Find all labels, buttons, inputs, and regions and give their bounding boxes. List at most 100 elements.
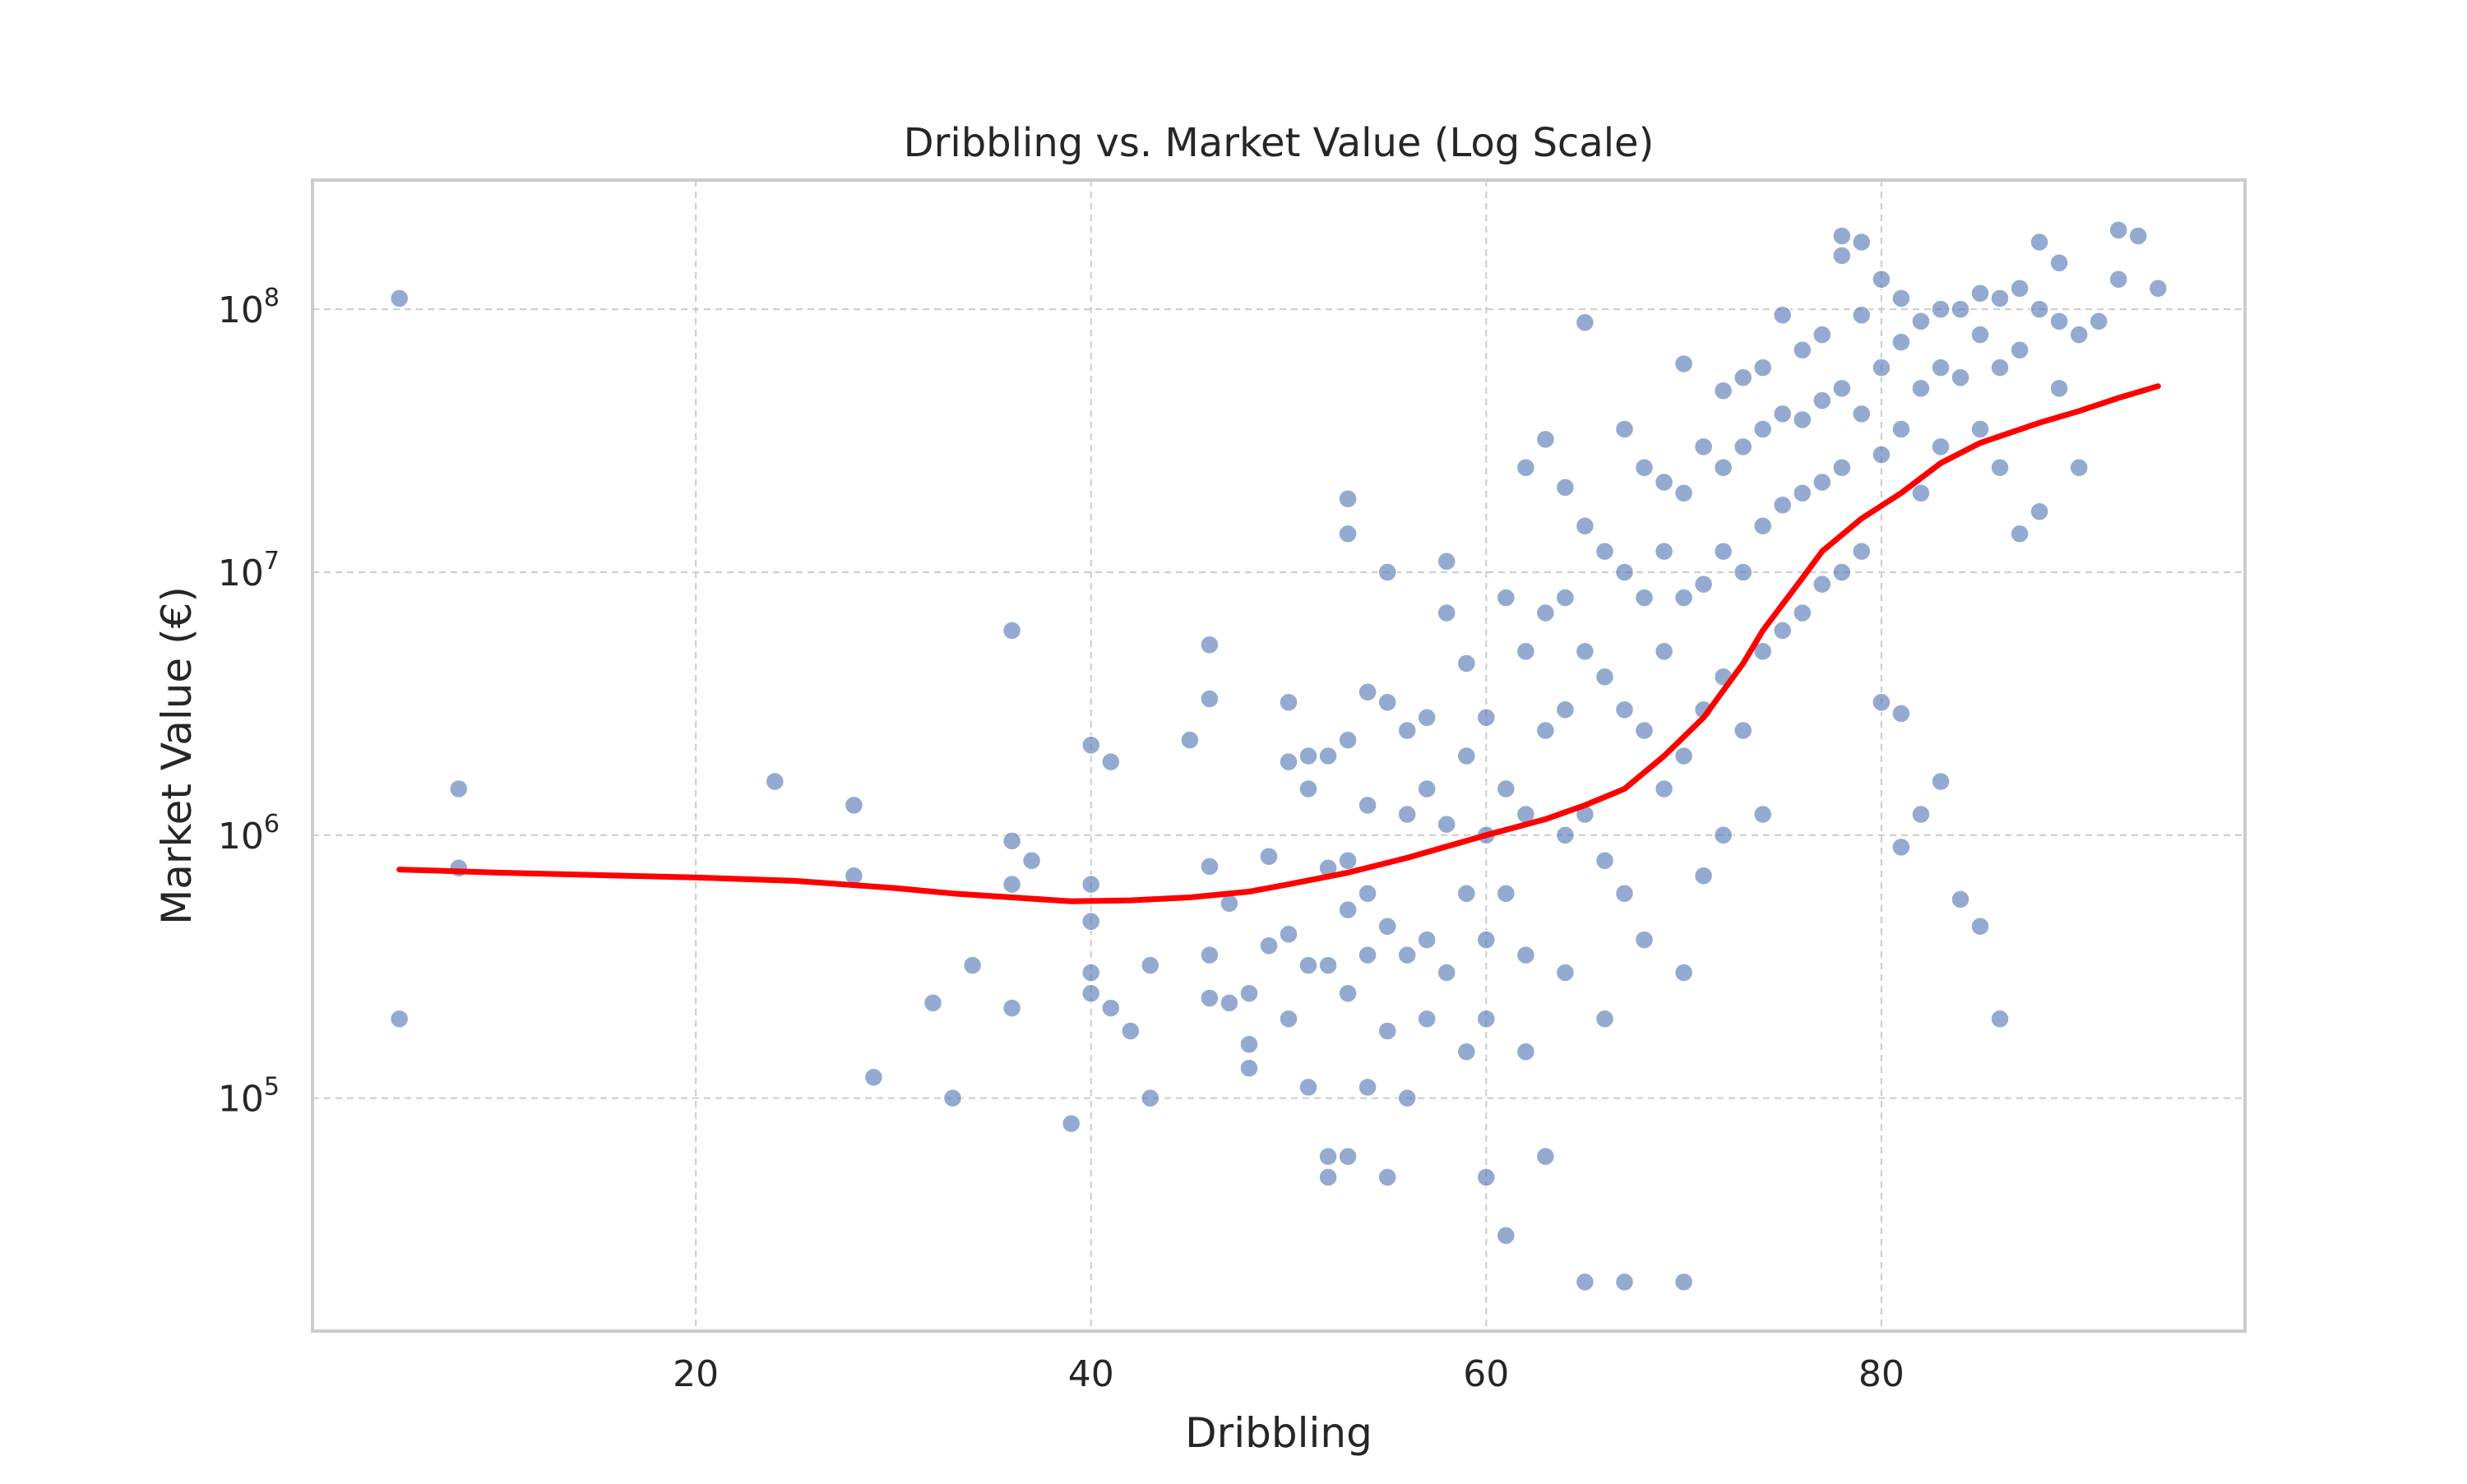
data-point [1338, 899, 1358, 920]
data-point [2030, 502, 2049, 522]
data-point [1673, 588, 1694, 608]
data-point [1891, 837, 1911, 858]
data-point [1338, 983, 1358, 1004]
data-point [1911, 378, 1931, 399]
data-point [1476, 1167, 1497, 1187]
y-axis-label: Market Value (€) [153, 586, 201, 925]
data-point [1002, 831, 1022, 851]
data-point [1812, 391, 1832, 410]
data-point [1200, 857, 1220, 876]
data-point [1081, 963, 1101, 982]
data-point [1141, 955, 1160, 975]
data-point [2010, 524, 2030, 543]
data-point [1496, 1226, 1516, 1246]
data-point [1279, 1009, 1298, 1029]
data-point [1575, 312, 1595, 333]
data-point [1535, 603, 1556, 623]
data-point [1476, 1009, 1497, 1029]
data-point [1970, 325, 1990, 344]
data-point [1793, 603, 1812, 623]
data-point [1496, 779, 1516, 799]
data-point [1614, 419, 1635, 439]
data-point [1772, 404, 1793, 424]
trend-line [396, 383, 2161, 904]
data-point [1852, 541, 1872, 562]
data-point [1456, 654, 1477, 673]
data-point [2049, 253, 2069, 273]
data-point [1456, 1042, 1477, 1062]
data-point [1081, 735, 1101, 756]
data-point [1654, 472, 1674, 492]
data-point [1891, 289, 1911, 308]
data-point [1654, 641, 1674, 661]
data-point [1693, 574, 1714, 594]
data-point [1793, 340, 1812, 360]
data-point [942, 1088, 963, 1108]
y-tick-label: 107 [218, 547, 280, 594]
data-point [1673, 483, 1694, 503]
data-point [2089, 312, 2108, 331]
data-point [2030, 232, 2049, 252]
data-point [1614, 883, 1635, 904]
data-point [1516, 1042, 1536, 1062]
data-point [1259, 936, 1279, 955]
data-point [1456, 883, 1477, 904]
data-point [1555, 825, 1576, 845]
data-point [1654, 541, 1674, 562]
data-point [2148, 279, 2168, 298]
data-point [1614, 562, 1635, 582]
data-point [1634, 457, 1655, 478]
data-point [1891, 419, 1911, 439]
data-point [2010, 340, 2030, 360]
data-point [1832, 226, 1852, 246]
data-point [923, 993, 943, 1013]
data-point [1634, 720, 1655, 741]
data-point [1614, 700, 1635, 719]
data-point [1970, 419, 1990, 439]
data-point [1417, 1009, 1437, 1029]
data-point [1338, 489, 1358, 509]
data-point [1595, 667, 1615, 687]
data-point [1713, 381, 1733, 400]
data-point [1812, 574, 1832, 594]
data-point [1872, 269, 1891, 289]
data-point [1476, 930, 1497, 950]
data-point [1141, 1088, 1160, 1108]
data-point [1970, 283, 1990, 303]
data-point [1318, 746, 1338, 766]
data-point [1793, 409, 1812, 430]
data-point [1279, 692, 1298, 712]
data-point [1772, 621, 1793, 640]
data-point [1397, 945, 1417, 965]
data-point [1358, 1077, 1377, 1098]
data-point [1417, 708, 1437, 728]
data-point [1931, 358, 1951, 377]
data-point [1793, 483, 1812, 503]
data-point [1338, 730, 1358, 750]
data-point [1021, 851, 1042, 871]
data-point [1496, 588, 1516, 608]
data-point [1002, 998, 1022, 1018]
data-point [1121, 1021, 1141, 1041]
data-point [1397, 804, 1417, 825]
data-point [1634, 930, 1655, 950]
chart-title: Dribbling vs. Market Value (Log Scale) [904, 120, 1655, 166]
data-point [2108, 220, 2128, 240]
data-point [2069, 457, 2089, 478]
data-point [2049, 312, 2069, 331]
data-point [1437, 814, 1456, 834]
data-point [1535, 429, 1556, 450]
x-tick-label: 20 [673, 1353, 719, 1395]
data-point [1239, 983, 1259, 1004]
y-tick-label: 106 [218, 810, 280, 858]
data-point [1318, 1167, 1338, 1187]
data-point [1377, 692, 1397, 712]
data-point [1437, 963, 1456, 982]
data-point [1200, 635, 1220, 654]
data-point [389, 1009, 410, 1029]
data-point [1752, 358, 1773, 377]
data-point [1673, 746, 1694, 766]
data-point [449, 779, 469, 799]
